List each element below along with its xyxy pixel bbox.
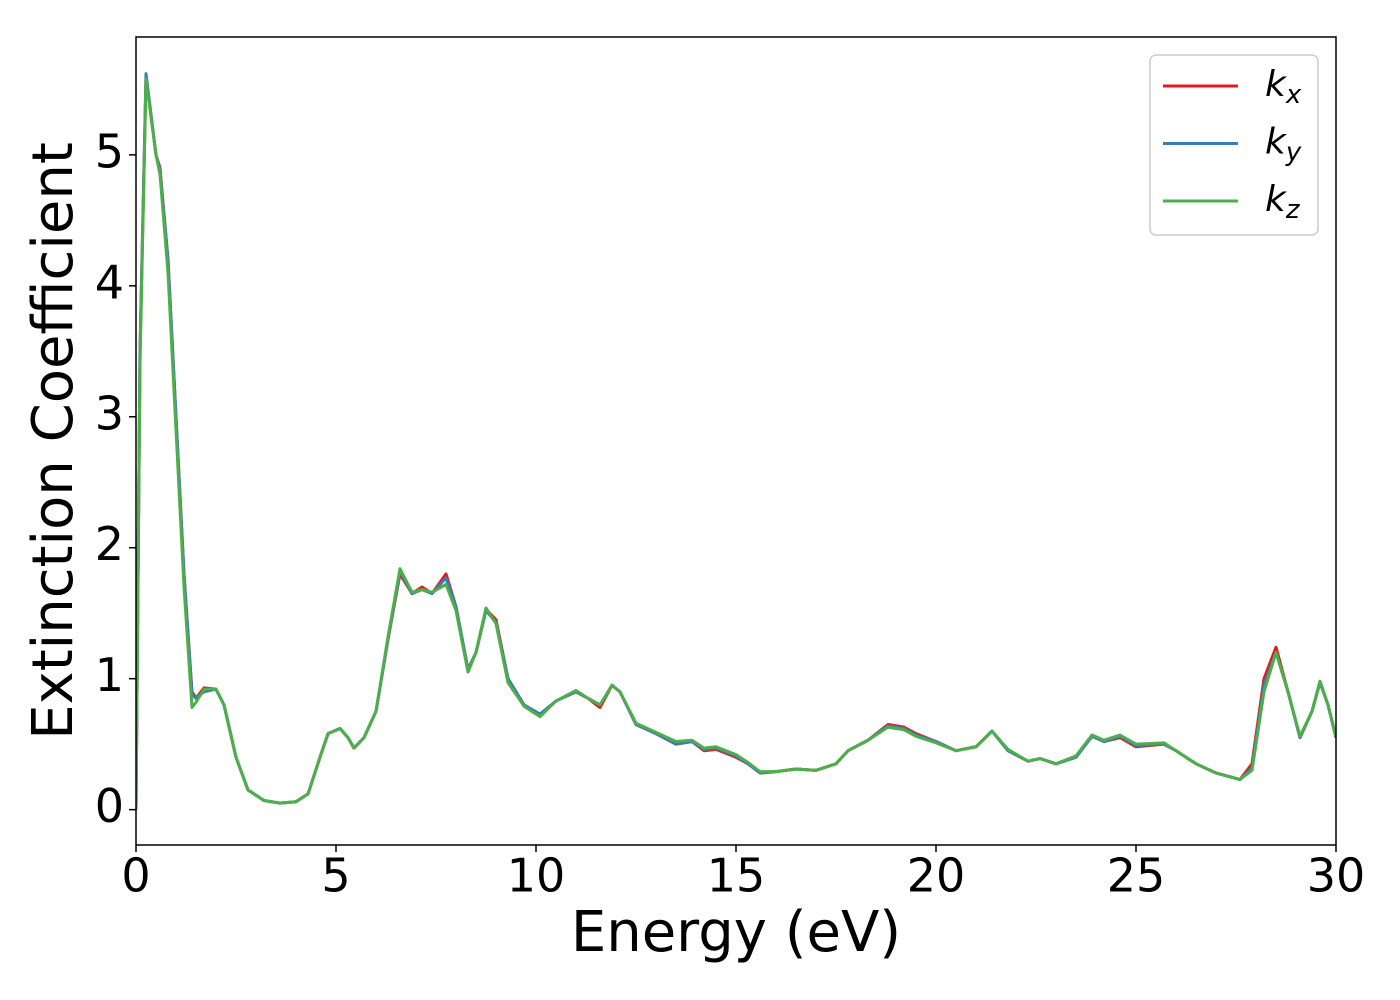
legend-label: ky — [1265, 122, 1302, 168]
x-tick-label: 15 — [707, 849, 766, 903]
legend-label: kz — [1265, 179, 1301, 225]
y-tick-label: 2 — [95, 517, 124, 571]
legend: kx ky kz — [1149, 54, 1319, 236]
legend-label: kx — [1265, 64, 1302, 110]
y-tick-label: 0 — [95, 779, 124, 833]
y-axis-label: Extinction Coefficient — [21, 142, 86, 740]
x-tick-label: 20 — [907, 849, 966, 903]
x-tick-label: 0 — [121, 849, 150, 903]
plot-frame — [135, 36, 1337, 846]
x-tick-label: 5 — [321, 849, 350, 903]
x-tick-label: 25 — [1107, 849, 1166, 903]
y-tick-label: 4 — [95, 255, 124, 309]
x-tick-label: 10 — [507, 849, 566, 903]
y-tick-label: 5 — [95, 124, 124, 178]
data-line — [136, 77, 1336, 810]
y-tick-label: 1 — [95, 648, 124, 702]
x-axis-label: Energy (eV) — [571, 900, 901, 965]
x-tick-label: 30 — [1307, 849, 1366, 903]
y-tick-label: 3 — [95, 386, 124, 440]
